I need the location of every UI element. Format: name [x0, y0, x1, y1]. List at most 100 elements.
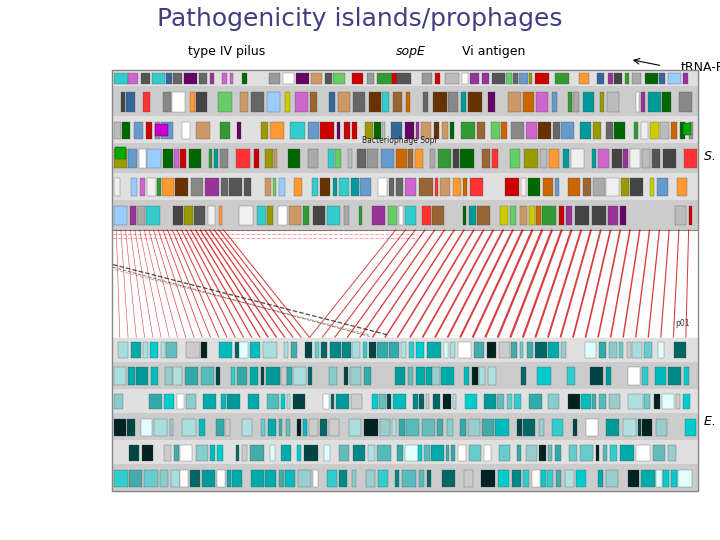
Bar: [514, 394, 521, 409]
Bar: [140, 178, 145, 195]
Bar: [130, 178, 137, 195]
Bar: [474, 342, 485, 358]
Bar: [136, 367, 148, 384]
Bar: [418, 445, 422, 461]
Bar: [543, 178, 554, 195]
Bar: [114, 178, 120, 195]
Bar: [458, 445, 466, 461]
Bar: [202, 470, 215, 487]
Bar: [608, 206, 618, 225]
Bar: [112, 230, 698, 338]
Bar: [537, 367, 551, 384]
Bar: [453, 394, 456, 409]
Bar: [535, 342, 547, 358]
Bar: [527, 342, 534, 358]
Bar: [220, 122, 230, 139]
Bar: [548, 394, 559, 409]
Bar: [357, 149, 366, 168]
Bar: [236, 445, 239, 461]
Bar: [274, 149, 276, 168]
Bar: [112, 440, 698, 464]
Bar: [164, 445, 171, 461]
Bar: [422, 206, 431, 225]
Bar: [612, 149, 622, 168]
Bar: [555, 178, 559, 195]
Bar: [606, 367, 611, 384]
Bar: [377, 342, 388, 358]
Bar: [539, 445, 546, 461]
Bar: [112, 338, 698, 362]
Bar: [232, 470, 241, 487]
Bar: [529, 206, 535, 225]
Bar: [365, 122, 373, 139]
Bar: [364, 342, 366, 358]
Bar: [240, 92, 248, 112]
Bar: [458, 342, 471, 358]
Bar: [482, 149, 490, 168]
Bar: [291, 342, 297, 358]
Bar: [448, 92, 458, 112]
Bar: [395, 470, 399, 487]
Bar: [510, 342, 517, 358]
Bar: [568, 394, 580, 409]
Bar: [237, 122, 241, 139]
Bar: [684, 367, 689, 384]
Bar: [641, 92, 644, 112]
Bar: [642, 149, 650, 168]
Bar: [506, 73, 512, 84]
Bar: [437, 418, 444, 436]
Bar: [399, 206, 403, 225]
Bar: [598, 149, 609, 168]
Bar: [289, 206, 301, 225]
Bar: [402, 470, 415, 487]
Bar: [122, 92, 125, 112]
Bar: [521, 367, 526, 384]
Bar: [354, 445, 365, 461]
Bar: [630, 178, 643, 195]
Bar: [573, 92, 579, 112]
Bar: [434, 122, 439, 139]
Bar: [409, 342, 414, 358]
Bar: [328, 92, 335, 112]
Bar: [377, 73, 392, 84]
Bar: [564, 470, 575, 487]
Bar: [208, 206, 215, 225]
Bar: [566, 206, 572, 225]
Bar: [351, 394, 362, 409]
Bar: [446, 445, 449, 461]
Bar: [164, 394, 174, 409]
Bar: [628, 470, 639, 487]
Bar: [263, 342, 276, 358]
Bar: [190, 92, 195, 112]
Bar: [197, 92, 207, 112]
Bar: [343, 206, 348, 225]
Bar: [294, 178, 302, 195]
Bar: [405, 445, 418, 461]
Bar: [593, 122, 601, 139]
Bar: [629, 367, 641, 384]
Bar: [220, 149, 228, 168]
Bar: [625, 73, 629, 84]
Text: E. coli: E. coli: [704, 415, 720, 428]
Bar: [114, 394, 123, 409]
Bar: [368, 445, 375, 461]
Bar: [657, 342, 664, 358]
Bar: [552, 418, 563, 436]
Bar: [185, 367, 198, 384]
Bar: [205, 178, 219, 195]
Bar: [405, 206, 416, 225]
Bar: [114, 122, 121, 139]
Bar: [374, 122, 381, 139]
Bar: [517, 418, 522, 436]
Bar: [161, 342, 165, 358]
Bar: [267, 206, 273, 225]
Bar: [499, 445, 510, 461]
Bar: [217, 470, 225, 487]
Bar: [677, 178, 687, 195]
Bar: [192, 178, 204, 195]
Bar: [251, 470, 264, 487]
Text: type IV pilus: type IV pilus: [188, 45, 266, 58]
Bar: [416, 342, 424, 358]
Bar: [442, 122, 449, 139]
Bar: [134, 122, 143, 139]
